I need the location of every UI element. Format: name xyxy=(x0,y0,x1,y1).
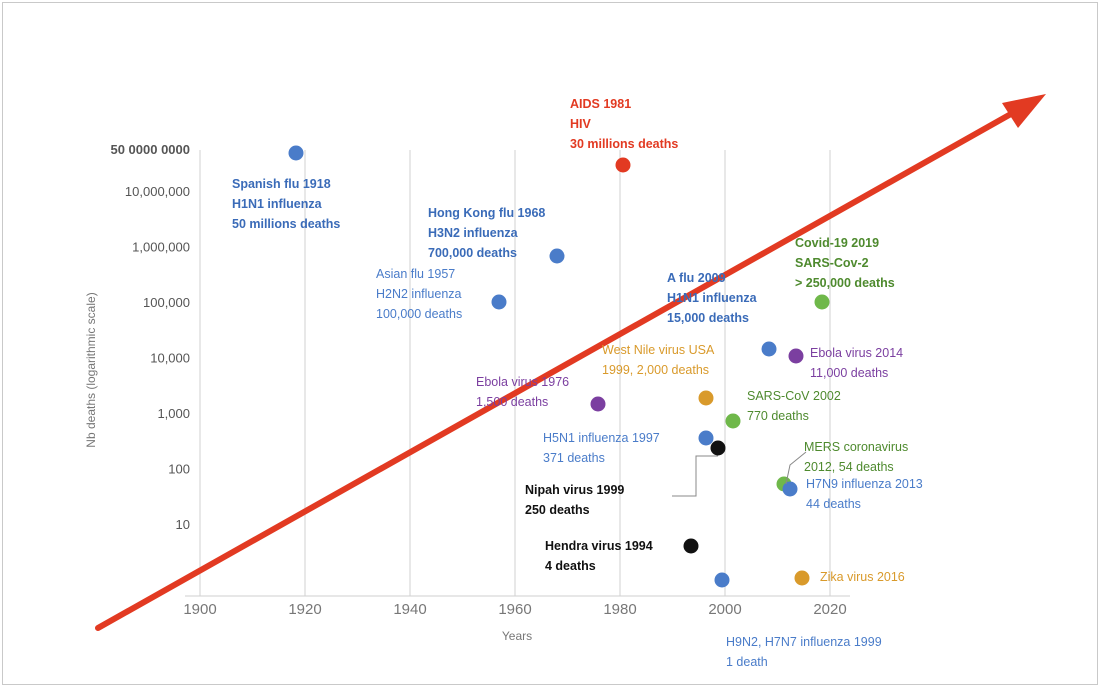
y-axis-ticks: 10 100 1,000 10,000 100,000 1,000,000 10,000,0… xyxy=(110,142,190,532)
point-sars-cov xyxy=(725,413,741,429)
x-tick-2000: 2000 xyxy=(708,601,741,618)
leader-nipah xyxy=(672,455,718,497)
grid-lines xyxy=(185,150,850,597)
point-nipah xyxy=(710,440,726,456)
point-west-nile xyxy=(698,390,714,406)
y-axis-label: Nb deaths (logarithmic scale) xyxy=(84,292,98,447)
point-zika xyxy=(794,570,810,586)
x-tick-1900: 1900 xyxy=(183,601,216,618)
x-tick-1920: 1920 xyxy=(288,601,321,618)
label-ebola-1976: Ebola virus 1976 1,500 deaths xyxy=(476,375,569,409)
data-points xyxy=(288,145,830,588)
label-sars-cov: SARS-CoV 2002 770 deaths xyxy=(747,389,841,423)
x-tick-1960: 1960 xyxy=(498,601,531,618)
label-spanish-flu: Spanish flu 1918 H1N1 influenza 50 million… xyxy=(232,177,340,231)
label-mers: MERS coronavirus 2012, 54 deaths xyxy=(804,440,908,474)
label-h9n2-h7n7: H9N2, H7N7 influenza 1999 1 death xyxy=(726,635,882,669)
x-axis-label: Years xyxy=(502,629,532,643)
x-axis-ticks: 1900 1920 1940 1960 1980 2000 2020 xyxy=(183,601,846,618)
point-h9n2-h7n7 xyxy=(714,572,730,588)
label-h7n9: H7N9 influenza 2013 44 deaths xyxy=(806,477,923,511)
trend-arrow-shaft xyxy=(95,107,1021,631)
label-a-flu-2009: A flu 2009 H1N1 influenza 15,000 deaths xyxy=(667,271,758,325)
y-tick-50000000: 50 0000 0000 xyxy=(110,142,190,157)
leader-mers xyxy=(785,451,807,485)
point-asian-flu xyxy=(491,294,507,310)
y-tick-1000000: 1,000,000 xyxy=(132,240,190,255)
y-tick-10000000: 10,000,000 xyxy=(125,184,190,199)
label-covid-19: Covid-19 2019 SARS-Cov-2 > 250,000 deaths xyxy=(795,236,895,290)
y-tick-10000: 10,000 xyxy=(150,351,190,366)
x-tick-1940: 1940 xyxy=(393,601,426,618)
label-h5n1: H5N1 influenza 1997 371 deaths xyxy=(543,431,660,465)
label-zika: Zika virus 2016 xyxy=(820,570,905,584)
leader-lines xyxy=(672,451,807,497)
point-hendra xyxy=(683,538,699,554)
point-ebola-1976 xyxy=(590,396,606,412)
point-h5n1 xyxy=(698,430,714,446)
y-tick-10: 10 xyxy=(176,517,190,532)
point-labels: Spanish flu 1918 H1N1 influenza 50 million… xyxy=(232,97,923,669)
label-asian-flu: Asian flu 1957 H2N2 influenza 100,000 deat… xyxy=(376,267,462,321)
point-a-flu-2009 xyxy=(761,341,777,357)
label-nipah: Nipah virus 1999 250 deaths xyxy=(525,483,624,517)
trend-arrow-head xyxy=(1002,94,1046,128)
label-hendra: Hendra virus 1994 4 deaths xyxy=(545,539,653,573)
label-hong-kong-flu: Hong Kong flu 1968 H3N2 influenza 700,000 … xyxy=(428,206,545,260)
point-covid-19 xyxy=(814,294,830,310)
x-tick-1980: 1980 xyxy=(603,601,636,618)
label-aids: AIDS 1981 HIV 30 millions deaths xyxy=(570,97,678,151)
point-ebola-2014 xyxy=(788,348,804,364)
y-tick-1000: 1,000 xyxy=(157,406,190,421)
point-hong-kong-flu xyxy=(549,248,565,264)
trend-arrow xyxy=(95,94,1046,631)
label-west-nile: West Nile virus USA 1999, 2,000 deaths xyxy=(602,343,715,377)
x-tick-2020: 2020 xyxy=(813,601,846,618)
point-h7n9 xyxy=(782,481,798,497)
y-tick-100000: 100,000 xyxy=(143,295,190,310)
y-tick-100: 100 xyxy=(168,462,190,477)
point-aids xyxy=(615,157,631,173)
label-ebola-2014: Ebola virus 2014 11,000 deaths xyxy=(810,346,903,380)
point-spanish-flu xyxy=(288,145,304,161)
